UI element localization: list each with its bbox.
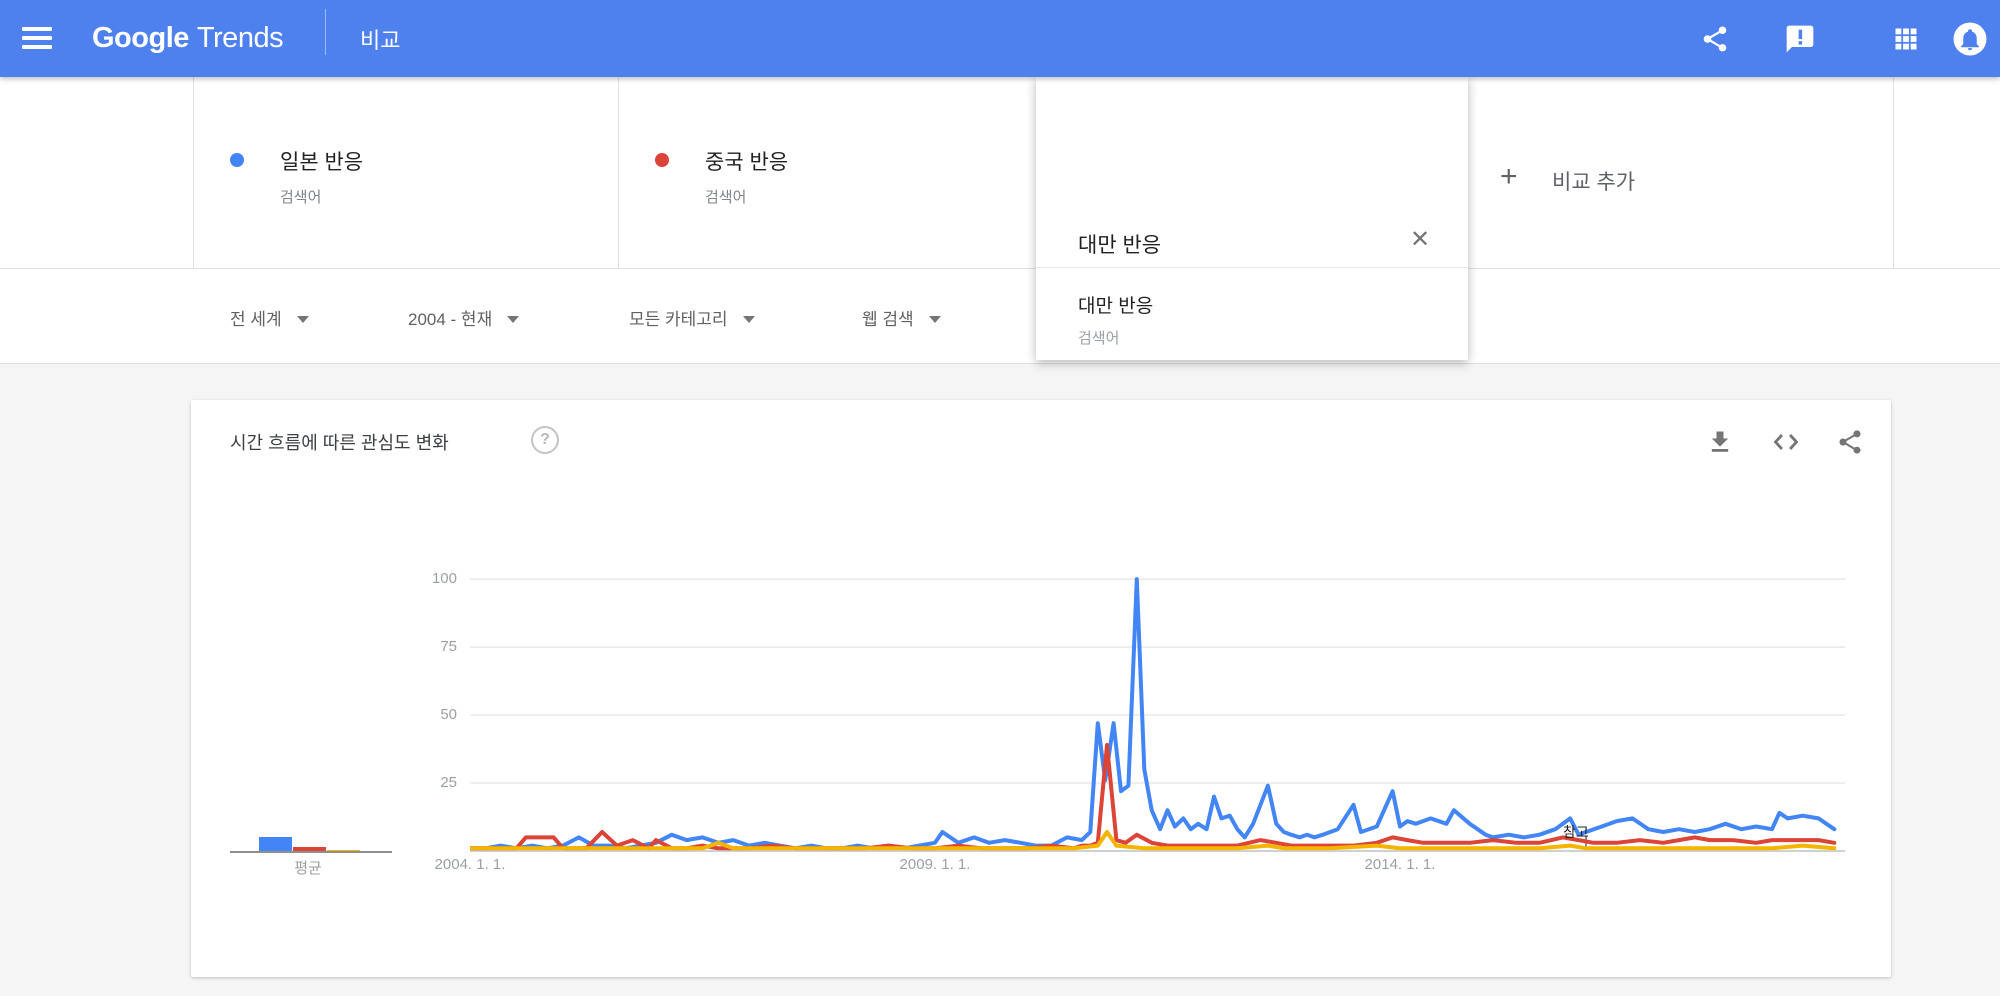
average-bar[interactable]	[259, 837, 292, 851]
average-bar[interactable]	[327, 849, 360, 851]
term-type-label: 검색어	[280, 189, 322, 206]
time-filter-label: 2004 - 현재	[408, 310, 493, 329]
active-search-card: 대만 반응 ✕ 대만 반응 검색어	[1036, 77, 1468, 360]
y-tick-label: 100	[431, 570, 457, 588]
suggestion-title: 대만 반응	[1078, 296, 1154, 317]
share-icon[interactable]	[1836, 428, 1864, 461]
logo-trends: Trends	[196, 22, 284, 54]
hamburger-menu-icon[interactable]	[22, 27, 52, 50]
embed-icon[interactable]	[1771, 428, 1801, 461]
chevron-down-icon	[296, 315, 309, 323]
app-header: Google Trends 비교	[0, 0, 2000, 77]
notifications-icon[interactable]	[1952, 0, 1988, 77]
chevron-down-icon	[928, 315, 941, 323]
card-divider	[1893, 77, 1894, 268]
series-line[interactable]	[470, 577, 1837, 851]
average-label: 평균	[294, 860, 322, 877]
divider	[1036, 267, 1468, 268]
close-icon[interactable]: ✕	[1410, 226, 1431, 253]
compare-cards-row	[0, 77, 2000, 268]
chevron-down-icon	[742, 315, 755, 323]
chart-title: 시간 흐름에 따른 관심도 변화	[230, 433, 449, 453]
filters-row-bottom-border	[0, 363, 2000, 364]
time-filter-dropdown[interactable]: 2004 - 현재	[408, 305, 520, 330]
series-line[interactable]	[470, 743, 1837, 851]
y-tick-label: 25	[440, 774, 457, 792]
x-tick-label: 2009. 1. 1.	[899, 856, 971, 873]
interest-over-time-chart[interactable]	[470, 562, 1845, 862]
x-tick-label: 2014. 1. 1.	[1364, 856, 1436, 873]
series-dot-blue	[230, 153, 244, 167]
y-tick-label: 75	[440, 638, 457, 656]
search-type-filter-dropdown[interactable]: 웹 검색	[862, 305, 941, 330]
region-filter-dropdown[interactable]: 전 세계	[230, 305, 309, 330]
card-divider	[618, 77, 619, 268]
search-type-filter-label: 웹 검색	[862, 310, 914, 329]
term-type-label: 검색어	[705, 189, 747, 206]
page-title: 비교	[360, 27, 401, 53]
term-label: 일본 반응	[280, 151, 364, 174]
average-bar[interactable]	[293, 846, 326, 851]
header-separator	[325, 9, 326, 55]
region-filter-label: 전 세계	[230, 310, 282, 329]
chart-note-annotation[interactable]: 참고	[1563, 824, 1589, 840]
series-line[interactable]	[470, 830, 1837, 851]
help-icon[interactable]: ?	[531, 426, 559, 454]
logo-google: Google	[92, 22, 189, 54]
plus-icon: +	[1500, 160, 1518, 193]
series-dot-red	[655, 153, 669, 167]
y-tick-label: 50	[440, 706, 457, 724]
chevron-down-icon	[507, 315, 520, 323]
category-filter-dropdown[interactable]: 모든 카테고리	[629, 305, 755, 330]
term-label: 중국 반응	[705, 151, 789, 174]
download-icon[interactable]	[1706, 428, 1734, 461]
cards-row-bottom-border	[0, 268, 2000, 269]
feedback-icon[interactable]	[1784, 0, 1816, 77]
x-tick-label: 2004. 1. 1.	[434, 856, 506, 873]
average-axis-line	[230, 851, 392, 853]
add-compare-label: 비교 추가	[1552, 171, 1636, 194]
card-divider	[193, 77, 194, 268]
share-icon[interactable]	[1700, 0, 1730, 77]
category-filter-label: 모든 카테고리	[629, 310, 728, 329]
apps-grid-icon[interactable]	[1892, 0, 1920, 77]
interest-over-time-card: 시간 흐름에 따른 관심도 변화 ?	[191, 400, 1891, 977]
suggestion-subtitle: 검색어	[1078, 330, 1120, 347]
search-input[interactable]: 대만 반응	[1078, 234, 1162, 257]
google-trends-logo[interactable]: Google Trends	[92, 0, 284, 77]
